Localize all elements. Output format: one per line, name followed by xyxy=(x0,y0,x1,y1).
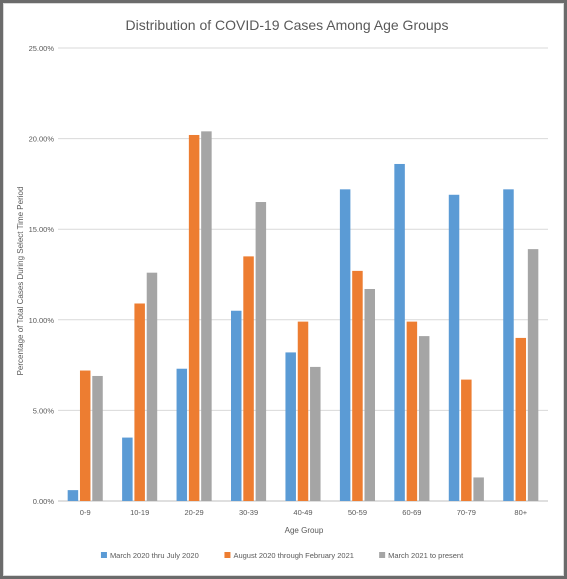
bar-0-9-series-3 xyxy=(92,375,103,501)
bar-10-19-series-1 xyxy=(122,437,133,501)
bar-40-49-series-2 xyxy=(297,321,309,501)
bar-10-19-series-2 xyxy=(134,303,145,501)
bar-20-29-series-2 xyxy=(188,134,200,501)
bar-60-69-series-3 xyxy=(418,336,430,501)
bar-20-29-series-3 xyxy=(201,131,212,501)
bar-80+-series-2 xyxy=(515,337,527,501)
bar-50-59-series-2 xyxy=(352,270,363,501)
legend-swatch xyxy=(224,552,231,558)
y-tick-label: 10.00% xyxy=(29,316,55,325)
x-tick-label: 60-69 xyxy=(402,508,421,517)
bar-60-69-series-2 xyxy=(406,321,418,501)
y-axis-title: Percentage of Total Cases During Select … xyxy=(16,187,25,376)
x-tick-label: 40-49 xyxy=(293,508,312,517)
x-tick-label: 10-19 xyxy=(130,508,149,517)
y-tick-label: 5.00% xyxy=(33,406,55,415)
legend-swatch xyxy=(379,552,386,558)
bar-60-69-series-1 xyxy=(394,163,405,501)
x-tick-label: 50-59 xyxy=(348,508,367,517)
y-axis-ticks: 0.00% 5.00% 10.00% 15.00% 20.00% 25.00% xyxy=(29,44,55,506)
chart-frame: Distribution of COVID-19 Cases Among Age… xyxy=(3,3,564,576)
x-tick-label: 30-39 xyxy=(239,508,258,517)
bar-80+-series-3 xyxy=(527,249,539,501)
x-tick-label: 80+ xyxy=(514,508,527,517)
x-tick-label: 70-79 xyxy=(457,508,476,517)
chart-title: Distribution of COVID-19 Cases Among Age… xyxy=(126,17,449,33)
x-tick-label: 20-29 xyxy=(185,508,204,517)
y-tick-label: 20.00% xyxy=(29,135,55,144)
bar-0-9-series-2 xyxy=(79,370,91,501)
bar-50-59-series-1 xyxy=(339,189,351,501)
bar-0-9-series-1 xyxy=(67,490,79,501)
bar-30-39-series-1 xyxy=(231,310,242,501)
bar-70-79-series-2 xyxy=(461,379,472,501)
legend-label: August 2020 through February 2021 xyxy=(233,551,354,560)
bar-chart: Distribution of COVID-19 Cases Among Age… xyxy=(16,17,548,560)
bar-70-79-series-3 xyxy=(473,477,484,501)
y-tick-label: 15.00% xyxy=(29,225,55,234)
bar-80+-series-1 xyxy=(503,189,514,501)
legend-swatch xyxy=(100,552,107,558)
x-axis-ticks: 0-9 10-19 20-29 30-39 40-49 50-59 60-69 70-79 80… xyxy=(80,508,528,517)
x-tick-label: 0-9 xyxy=(80,508,91,517)
bar-50-59-series-3 xyxy=(364,288,375,501)
bar-10-19-series-3 xyxy=(146,272,158,501)
bar-40-49-series-3 xyxy=(310,366,321,501)
bars xyxy=(67,131,539,501)
bar-70-79-series-1 xyxy=(448,194,460,501)
legend-label: March 2021 to present xyxy=(388,551,464,560)
x-axis-title: Age Group xyxy=(285,526,324,535)
legend-label: March 2020 thru July 2020 xyxy=(110,551,199,560)
bar-20-29-series-1 xyxy=(176,368,188,501)
legend: March 2020 thru July 2020 August 2020 thr… xyxy=(100,551,464,560)
bar-30-39-series-2 xyxy=(243,256,254,501)
bar-40-49-series-1 xyxy=(285,352,296,501)
y-tick-label: 0.00% xyxy=(33,497,55,506)
y-tick-label: 25.00% xyxy=(29,44,55,53)
bar-30-39-series-3 xyxy=(255,202,267,501)
